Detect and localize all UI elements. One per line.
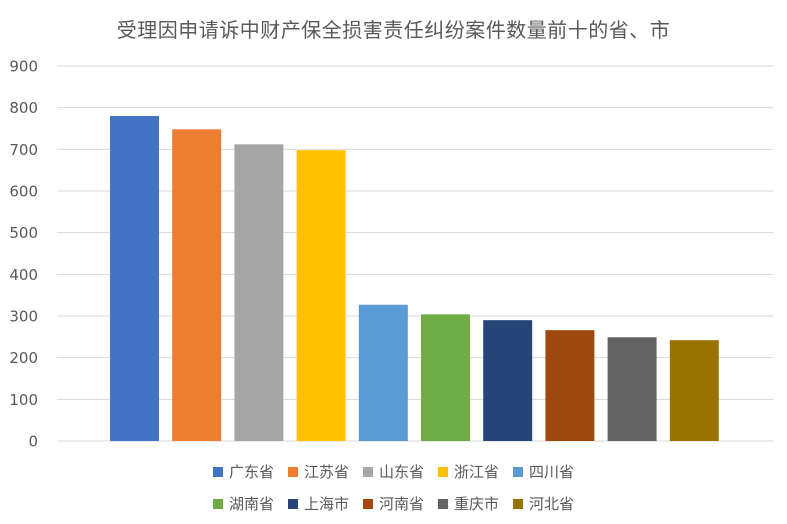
bar-2 <box>172 129 222 442</box>
legend-swatch <box>212 466 223 477</box>
legend-label: 江苏省 <box>303 463 349 481</box>
y-tick-label: 600 <box>9 183 38 201</box>
legend-label: 河南省 <box>378 495 424 513</box>
bar-9 <box>607 337 657 441</box>
y-tick-label: 200 <box>9 349 38 367</box>
legend-item: 河南省 <box>362 493 424 514</box>
bar-8 <box>545 330 595 441</box>
y-tick-label: 900 <box>9 58 38 76</box>
y-tick-label: 0 <box>28 433 38 451</box>
legend-label: 重庆市 <box>454 495 500 513</box>
legend-row-1: 广东省 江苏省 山东省 浙江省 四川省 <box>0 461 787 482</box>
bar-3 <box>234 144 284 442</box>
bar-6 <box>421 314 470 441</box>
legend-item: 四川省 <box>513 461 574 482</box>
bar-chart: 0 100 200 300 400 500 600 700 800 900 <box>9 58 773 451</box>
legend-item: 河北省 <box>513 493 574 514</box>
legend-item: 山东省 <box>362 461 424 482</box>
legend-swatch <box>513 466 524 477</box>
legend-item: 湖南省 <box>212 493 274 514</box>
bar-10 <box>669 340 719 441</box>
gridlines <box>57 65 773 442</box>
legend-item: 上海市 <box>287 493 349 514</box>
legend-item: 江苏省 <box>287 461 349 482</box>
bar-4 <box>296 150 346 441</box>
bars <box>110 116 719 442</box>
y-tick-label: 800 <box>9 99 38 117</box>
legend-label: 河北省 <box>529 495 575 513</box>
bar-7 <box>483 320 533 441</box>
legend-row-2: 湖南省 上海市 河南省 重庆市 河北省 <box>0 493 787 514</box>
y-tick-label: 500 <box>9 224 38 242</box>
legend-item: 广东省 <box>212 461 274 482</box>
legend-item: 浙江省 <box>438 461 499 482</box>
y-tick-label: 700 <box>9 141 38 159</box>
legend-swatch <box>287 498 298 509</box>
y-tick-label: 100 <box>9 391 38 409</box>
chart-title: 受理因申请诉中财产保全损害责任纠纷案件数量前十的省、市 <box>116 18 671 42</box>
legend-label: 湖南省 <box>228 495 274 513</box>
legend-swatch <box>438 466 448 477</box>
y-tick-label: 400 <box>9 266 38 284</box>
legend-label: 山东省 <box>378 463 424 481</box>
y-tick-label: 300 <box>9 308 38 326</box>
legend-swatch <box>438 498 448 509</box>
legend-swatch <box>362 466 373 477</box>
legend-label: 上海市 <box>303 495 349 513</box>
legend-swatch <box>287 466 298 477</box>
legend-label: 浙江省 <box>454 463 500 481</box>
legend-item: 重庆市 <box>438 493 499 514</box>
legend-swatch <box>362 498 373 509</box>
y-axis-ticks: 0 100 200 300 400 500 600 700 800 900 <box>9 58 38 451</box>
legend-swatch <box>513 498 524 509</box>
legend-swatch <box>212 498 223 509</box>
bar-1 <box>110 116 159 441</box>
legend-label: 广东省 <box>228 463 274 481</box>
legend-label: 四川省 <box>529 463 575 481</box>
bar-5 <box>358 304 408 441</box>
